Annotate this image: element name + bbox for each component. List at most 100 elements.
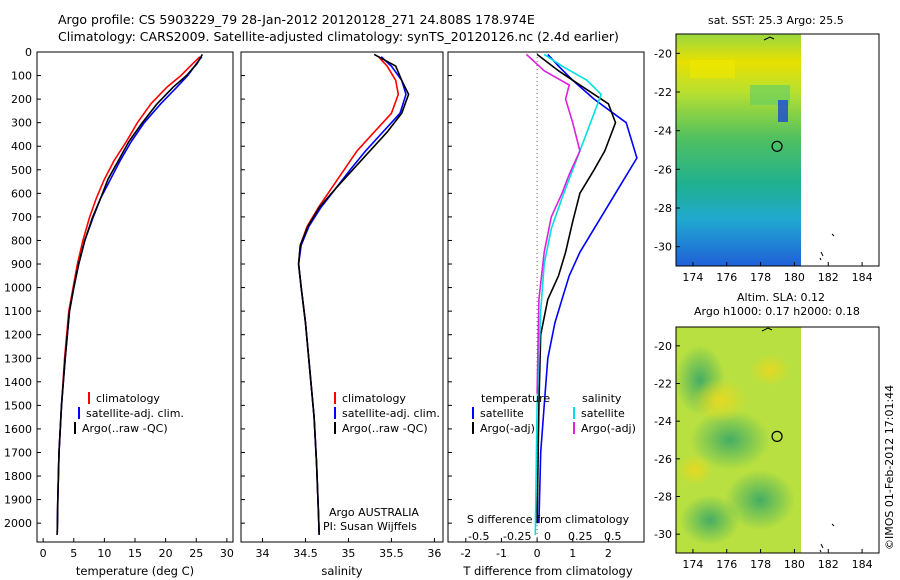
legend-swatch-sal-satellite xyxy=(573,407,575,419)
depth-tick-labels: 0 100 200 300 400 500 600 700 800 900 1000 1100 1200… xyxy=(4,46,41,530)
series-line xyxy=(56,56,203,535)
x-tick-label: 34.5 xyxy=(293,547,318,560)
y-tick-label: 900 xyxy=(11,258,32,271)
salinity-xlabel: salinity xyxy=(321,564,362,578)
series-line xyxy=(56,56,201,535)
x-tick-label: 174 xyxy=(682,558,703,571)
y-tick-label: 1200 xyxy=(4,329,32,342)
x-tick-label: 178 xyxy=(750,271,771,284)
y-tick-label: -22 xyxy=(654,378,672,391)
x-tick-label: 182 xyxy=(818,271,839,284)
y-tick-label: -28 xyxy=(654,491,672,504)
x-tick-label: 34 xyxy=(255,547,269,560)
legend-swatch-satellite xyxy=(78,407,80,419)
s-tick-label: -0.5 xyxy=(468,530,489,543)
x-tick-label: 20 xyxy=(159,547,173,560)
difference-y-tick-marks xyxy=(448,51,452,524)
sla-map-title-line1: Altim. SLA: 0.12 xyxy=(737,291,825,304)
legend-swatch-satellite xyxy=(334,407,336,419)
legend-label-satellite: satellite-adj. clim. xyxy=(86,407,184,420)
difference-legend: temperature salinity satellite Argo(-adj… xyxy=(472,392,636,435)
difference-xlabel: T difference from climatology xyxy=(462,564,633,578)
coastline-island xyxy=(763,36,775,41)
x-tick-label: 30 xyxy=(220,547,234,560)
x-tick-label: 182 xyxy=(818,558,839,571)
sla-patch xyxy=(750,354,790,386)
coastline-island xyxy=(761,327,773,332)
s-tick-label: 0.5 xyxy=(604,530,622,543)
sla-patch xyxy=(677,454,713,486)
annotation-pi: PI: Susan Wijffels xyxy=(323,520,417,533)
legend-label-satellite: satellite-adj. clim. xyxy=(342,407,440,420)
temperature-x-tick-labels: 0 5 10 15 20 25 30 xyxy=(40,538,234,560)
x-tick-label: 180 xyxy=(784,271,805,284)
temperature-panel: 0100200300400500600700800900100011001200… xyxy=(4,46,234,578)
argo-position-marker xyxy=(771,430,783,442)
sst-map-x-tick-labels: 174 176 178 180 182 184 xyxy=(682,262,873,284)
legend-label-climatology: climatology xyxy=(96,392,160,405)
sla-patch xyxy=(725,470,795,530)
salinity-x-tick-labels: 34 34.5 35 35.5 36 xyxy=(255,538,441,560)
y-tick-label: 0 xyxy=(25,46,32,59)
x-tick-label: 178 xyxy=(750,558,771,571)
x-tick-label: 176 xyxy=(716,558,737,571)
s-tick-label: 0.25 xyxy=(568,530,593,543)
legend-swatch-temp-satellite xyxy=(472,407,474,419)
sst-patch xyxy=(690,60,735,78)
temperature-xlabel: temperature (deg C) xyxy=(76,564,194,578)
difference-series xyxy=(525,53,638,535)
series-line xyxy=(538,53,638,524)
y-tick-label: 1400 xyxy=(4,376,32,389)
argo-position-marker xyxy=(771,140,783,152)
y-tick-label: 1000 xyxy=(4,282,32,295)
difference-panel: -2 -1 0 1 2 T difference from climatology S … xyxy=(447,51,645,578)
y-tick-label: 300 xyxy=(11,117,32,130)
x-tick-label: 36 xyxy=(427,547,441,560)
x-tick-label: 0 xyxy=(40,547,47,560)
legend-swatch-temp-argo xyxy=(472,422,474,434)
y-tick-label: 500 xyxy=(11,164,32,177)
legend-label-argo: Argo(..raw -QC) xyxy=(342,422,428,435)
y-tick-label: -26 xyxy=(654,163,672,176)
salinity-panel: 34 34.5 35 35.5 36 salinity climatology sate… xyxy=(240,51,444,578)
y-tick-label: 1600 xyxy=(4,423,32,436)
x-tick-label: 1 xyxy=(569,547,576,560)
legend-label-climatology: climatology xyxy=(342,392,406,405)
sla-patch xyxy=(692,378,748,422)
header-line1: Argo profile: CS 5903229_79 28-Jan-2012 … xyxy=(58,12,535,27)
series-line xyxy=(297,56,400,535)
x-tick-label: -1 xyxy=(496,547,507,560)
sla-map-panel: Altim. SLA: 0.12 Argo h1000: 0.17 h2000:… xyxy=(654,291,880,571)
imos-stamp: ©IMOS 01-Feb-2012 17:01:44 xyxy=(883,385,896,550)
temperature-series xyxy=(56,53,204,535)
y-tick-label: 1800 xyxy=(4,470,32,483)
y-tick-label: 2000 xyxy=(4,517,32,530)
y-tick-label: 800 xyxy=(11,234,32,247)
legend-header-salinity: salinity xyxy=(582,392,622,405)
y-tick-label: -24 xyxy=(654,125,672,138)
y-tick-label: 700 xyxy=(11,211,32,224)
y-tick-label: 600 xyxy=(11,187,32,200)
x-tick-label: 2 xyxy=(605,547,612,560)
legend-swatch-climatology xyxy=(88,392,90,404)
x-tick-label: 184 xyxy=(852,558,873,571)
y-tick-label: -30 xyxy=(654,241,672,254)
salinity-y-tick-marks xyxy=(241,51,245,524)
sla-patch xyxy=(680,495,740,545)
annotation-program: Argo AUSTRALIA xyxy=(329,506,419,519)
x-tick-label: 174 xyxy=(682,271,703,284)
series-line xyxy=(56,53,204,535)
y-tick-label: 200 xyxy=(11,93,32,106)
sst-patch xyxy=(778,100,788,122)
series-line xyxy=(534,53,603,535)
legend-swatch-argo xyxy=(74,422,76,434)
coastline-island xyxy=(819,523,835,553)
sst-map-frame xyxy=(675,33,880,267)
y-tick-label: 1900 xyxy=(4,494,32,507)
temperature-legend: climatology satellite-adj. clim. Argo(..… xyxy=(74,392,184,435)
coastline-island xyxy=(819,233,835,261)
x-tick-label: 35.5 xyxy=(379,547,404,560)
legend-swatch-argo xyxy=(334,422,336,434)
salinity-axes-frame xyxy=(240,51,444,543)
x-tick-label: 180 xyxy=(784,558,805,571)
